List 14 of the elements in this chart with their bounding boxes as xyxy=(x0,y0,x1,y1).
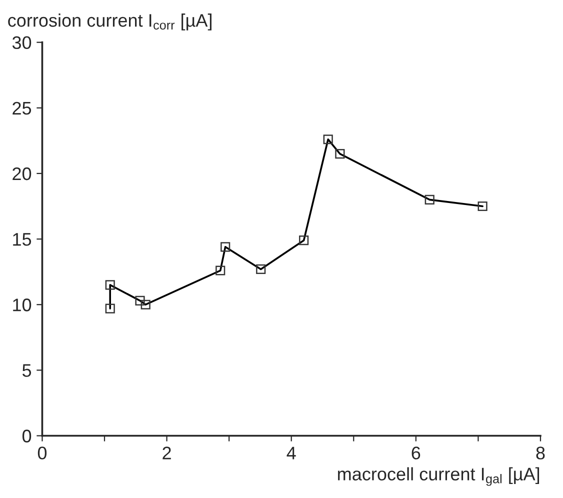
y-tick-label: 20 xyxy=(12,167,32,180)
y-tick-label: 0 xyxy=(22,430,32,442)
y-tick-label: 10 xyxy=(13,298,32,312)
y-tick-label: 25 xyxy=(12,102,32,115)
y-tick-label: 5 xyxy=(22,364,32,377)
x-tick-label: 6 xyxy=(412,446,420,460)
y-tick-label: 15 xyxy=(13,233,32,246)
x-axis-title: macrocell current I$_{gal}$ [µA] xyxy=(338,467,540,486)
x-tick-label: 4 xyxy=(286,446,296,460)
y-tick-label: 30 xyxy=(12,36,32,50)
y-axis-title: corrosion current I$_{corr}$ [µA] xyxy=(8,14,212,30)
x-tick-label: 8 xyxy=(536,446,545,460)
x-tick-label: 2 xyxy=(162,446,171,460)
x-tick-label: 0 xyxy=(38,446,47,460)
